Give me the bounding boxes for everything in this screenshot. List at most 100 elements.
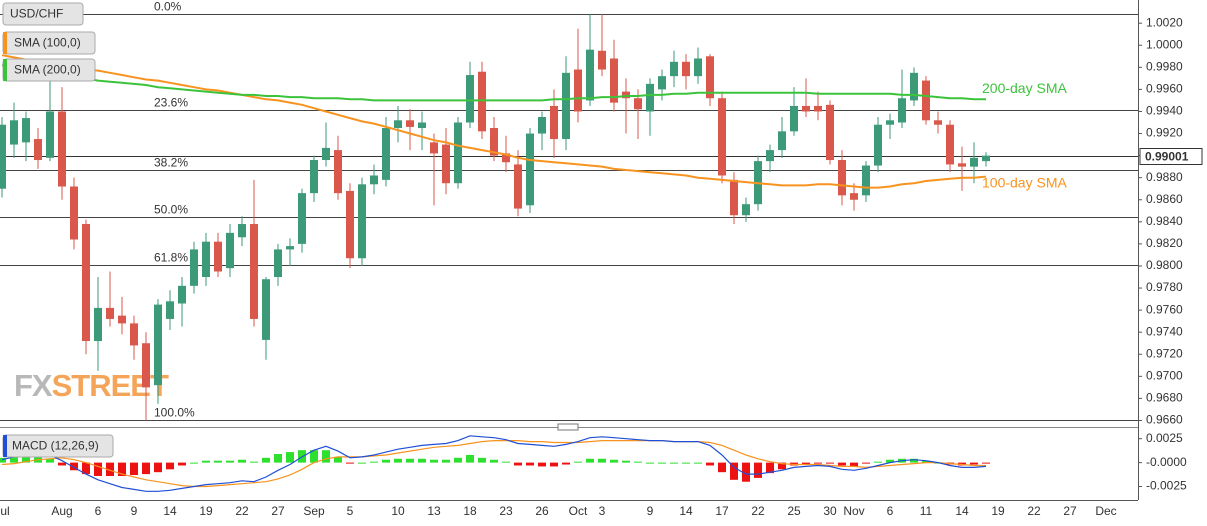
candle-body [634,98,642,110]
candle-body [82,224,90,342]
histogram-bar [574,461,582,463]
fib-label: 50.0% [154,203,188,217]
candle-body [238,224,246,238]
macd-title: MACD (12,26,9) [12,439,99,453]
histogram-bar [190,462,198,464]
fib-label: 100.0% [154,406,195,420]
signal-line [1,440,986,488]
candle-body [46,111,54,158]
candle-body [742,204,750,216]
x-tick-label: 6 [95,504,102,518]
histogram-bar [826,462,834,464]
x-tick-label: 9 [131,504,138,518]
candle-body [130,323,138,346]
x-tick-label: 27 [1063,504,1077,518]
y-tick-label: 0.9820 [1146,236,1183,250]
candle-body [214,241,222,272]
histogram-bar [742,462,750,482]
candle-body [226,232,234,269]
y-tick-label: 0.9700 [1146,369,1183,383]
fib-label: 0.0% [154,0,182,14]
x-tick-label: Aug [51,504,72,518]
histogram-bar [382,459,390,463]
y-tick-label: 0.9740 [1146,324,1183,338]
candle-body [334,150,342,194]
candle-body [34,139,42,161]
histogram-bar [694,462,702,464]
y-tick-label: 0.9800 [1146,258,1183,272]
candle-body [814,105,822,112]
candle-body [862,165,870,196]
candle-body [874,124,882,166]
histogram-bar [0,457,6,463]
candle-body [802,105,810,112]
y-tick-label: 0.9780 [1146,280,1183,294]
candle-body [358,184,366,259]
candle-body [430,142,438,154]
x-tick-label: 19 [991,504,1005,518]
candle-body [490,128,498,156]
x-tick-label: Jul [0,504,10,518]
histogram-bar [610,459,618,463]
y-tick-label: -0.0025 [1146,479,1187,493]
last-price-box [1139,148,1203,165]
x-tick-label: 14 [679,504,693,518]
legend-swatch [3,59,7,81]
y-tick-label: 0.9860 [1146,192,1183,206]
candle-body [154,304,162,386]
sma-line [1,64,986,102]
histogram-bar [766,462,774,474]
histogram-bar [538,462,546,467]
histogram-bar [406,458,414,463]
candle-body [538,116,546,134]
histogram-bar [982,462,990,464]
candle-body [706,56,714,99]
histogram-bar [598,458,606,463]
histogram-bar [118,462,126,476]
histogram-bar [922,460,930,463]
histogram-bar [226,460,234,463]
histogram-bar [814,462,822,464]
candle-body [58,111,66,187]
x-tick-label: 22 [1027,504,1041,518]
x-tick-label: 18 [463,504,477,518]
histogram-bar [70,462,78,471]
candle-body [118,315,126,324]
histogram-bar [478,457,486,463]
y-tick-label: -0.0000 [1146,455,1187,469]
candle-body [286,246,294,250]
x-tick-label: 3 [599,504,606,518]
candle-body [442,144,450,184]
candle-body [250,224,258,319]
candle-body [502,153,510,163]
legend: USD/CHF SMA (100,0) SMA (200,0) MACD (12… [2,2,114,458]
y-tick-label: 0.9840 [1146,214,1183,228]
histogram-bar [634,461,642,463]
y-tick-label: 1.0020 [1146,15,1183,29]
candle-body [586,49,594,101]
candle-body [382,128,390,180]
candle-body [610,58,618,103]
sma-line [1,54,987,189]
y-tick-label: 0.9880 [1146,170,1183,184]
candle-body [922,80,930,121]
histogram-bar [658,462,666,464]
histogram-bar [682,462,690,464]
y-tick-label: 0.9980 [1146,59,1183,73]
candle-body [262,279,270,340]
x-tick-label: Dec [1095,504,1116,518]
candle-body [646,83,654,112]
y-tick-label: 1.0000 [1146,37,1183,51]
histogram-bar [718,462,726,473]
candle-body [0,124,6,189]
candle-body [394,120,402,129]
x-tick-label: 22 [235,504,249,518]
candle-body [190,249,198,286]
candle-body [982,155,990,162]
macd-line [1,435,987,492]
histogram-bar [778,462,786,470]
candle-body [370,175,378,185]
candle-body [106,307,114,319]
histogram-bar [802,462,810,465]
